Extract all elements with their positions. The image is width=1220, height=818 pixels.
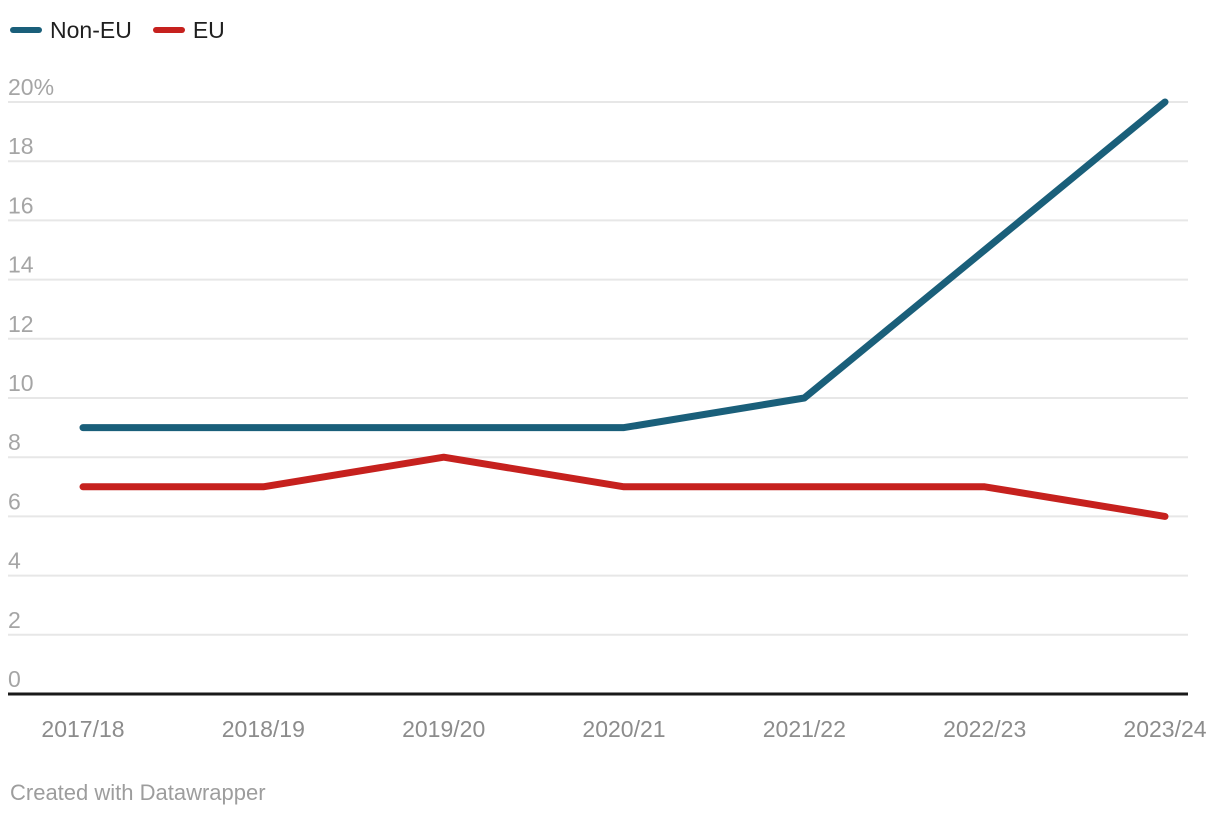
x-tick-label: 2022/23 [943,716,1026,742]
legend-item-eu: EU [152,16,225,44]
y-tick-label: 14 [8,252,34,278]
x-tick-label: 2020/21 [582,716,665,742]
y-tick-label: 6 [8,488,21,514]
y-tick-label: 2 [8,607,21,633]
x-tick-label: 2018/19 [222,716,305,742]
series-line-non-eu [79,98,1169,432]
series-line-eu [79,453,1169,520]
chart-legend: Non-EU EU [10,16,225,44]
datawrapper-credit-link[interactable]: Created with Datawrapper [10,780,266,805]
legend-item-non-eu: Non-EU [10,16,132,44]
y-tick-label: 18 [8,133,34,159]
x-tick-label: 2023/24 [1123,716,1206,742]
chart-area: 0 2 4 6 8 10 12 14 16 18 20% 2017/18 2018/19 2019/20 2… [8,74,1207,742]
y-tick-label: 16 [8,192,34,218]
x-tick-label: 2017/18 [41,716,124,742]
legend-label: EU [192,17,225,43]
x-tick-label: 2019/20 [402,716,485,742]
y-tick-label: 20% [8,74,54,100]
y-tick-label: 12 [8,311,34,337]
y-tick-label: 8 [8,429,21,455]
y-tick-label: 4 [8,548,21,574]
legend-line-swatch [10,27,42,33]
y-tick-label: 10 [8,370,34,396]
legend-label: Non-EU [50,17,132,43]
x-tick-label: 2021/22 [763,716,846,742]
y-tick-label: 0 [8,666,21,692]
legend-line-swatch [152,27,185,33]
chart-footer: Created with Datawrapper [10,780,266,806]
